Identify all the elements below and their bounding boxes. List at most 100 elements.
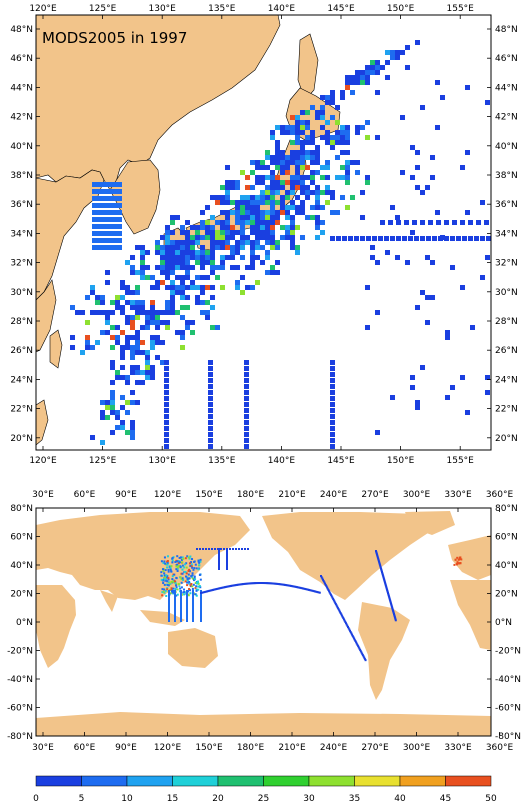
global-track-cell — [379, 564, 382, 567]
regional-track-cell — [200, 300, 205, 305]
regional-track-cell — [107, 210, 112, 215]
global-track-cell — [214, 588, 217, 591]
regional-track-cell — [244, 444, 249, 449]
global-track-cell — [308, 588, 310, 591]
global-track-cell — [347, 627, 350, 630]
regional-track-cell — [125, 285, 130, 290]
global-track-cell — [190, 561, 193, 564]
china-coast-land — [35, 169, 105, 301]
regional-track-cell — [205, 315, 210, 320]
regional-track-cell — [180, 240, 185, 245]
global-track-cell — [162, 570, 165, 573]
global-track-cell — [161, 579, 164, 582]
global-track-cell — [275, 582, 278, 585]
regional-track-cell — [170, 250, 175, 255]
regional-track-cell — [325, 190, 330, 195]
global-track-cell — [197, 585, 200, 588]
regional-track-cell — [97, 245, 102, 250]
regional-track-cell — [330, 414, 335, 419]
regional-track-cell — [95, 295, 100, 300]
global-track-cell — [460, 558, 463, 561]
regional-bottom-lon-label: 135°E — [208, 456, 236, 466]
global-track-cell — [329, 592, 332, 595]
global-track-cell — [380, 567, 383, 570]
regional-track-cell — [290, 180, 295, 185]
regional-track-cell — [360, 70, 365, 75]
colorbar-boxes — [35, 775, 492, 787]
regional-track-cell — [195, 240, 200, 245]
global-track-cell — [194, 593, 197, 596]
global-track-cell — [167, 578, 170, 581]
global-track-cell — [387, 594, 390, 597]
regional-track-cell — [290, 200, 295, 205]
global-track-cell — [191, 587, 194, 590]
regional-track-cell — [208, 426, 213, 431]
regional-track-cell — [220, 235, 225, 240]
regional-track-cell — [100, 415, 105, 420]
global-track-cell — [171, 591, 174, 594]
global-track-cell — [244, 548, 246, 550]
regional-track-cell — [210, 195, 215, 200]
regional-track-cell — [420, 290, 425, 295]
regional-track-cell — [290, 225, 295, 230]
global-track-cell — [166, 587, 169, 590]
regional-track-cell — [170, 285, 175, 290]
regional-track-cell — [102, 238, 107, 243]
regional-track-cell — [410, 230, 415, 235]
regional-track-cell — [244, 384, 249, 389]
regional-track-cell — [290, 140, 295, 145]
global-track-cell — [232, 548, 234, 550]
regional-track-cell — [112, 245, 117, 250]
colorbar-label: 50 — [485, 794, 497, 804]
regional-track-cell — [420, 105, 425, 110]
regional-track-cell — [255, 200, 260, 205]
global-track-cell — [186, 581, 189, 584]
regional-track-cell — [420, 190, 425, 195]
global-track-cell — [218, 564, 220, 566]
global-track-cell — [234, 584, 237, 587]
global-track-cell — [336, 605, 339, 608]
global-track-cell — [220, 586, 223, 589]
colorbar-box — [354, 775, 401, 787]
regional-track-cell — [112, 182, 117, 187]
regional-track-cell — [305, 125, 310, 130]
regional-track-cell — [365, 180, 370, 185]
global-track-cell — [252, 582, 255, 585]
global-track-cell — [161, 591, 164, 594]
regional-track-cell — [300, 140, 305, 145]
regional-track-cell — [400, 115, 405, 120]
regional-track-cell — [350, 80, 355, 85]
regional-track-cell — [270, 185, 275, 190]
regional-track-cell — [310, 155, 315, 160]
regional-track-cell — [265, 155, 270, 160]
regional-right-lat-labels: 48°N46°N44°N42°N40°N38°N36°N34°N32°N30°N… — [487, 25, 518, 444]
regional-track-cell — [290, 185, 295, 190]
regional-track-cell — [230, 255, 235, 260]
regional-track-cell — [110, 360, 115, 365]
colorbar-box — [81, 775, 128, 787]
global-track-cell — [233, 584, 236, 587]
regional-track-cell — [486, 236, 491, 241]
regional-track-cell — [130, 315, 135, 320]
global-track-cell — [207, 590, 210, 593]
regional-track-cell — [125, 430, 130, 435]
global-track-cell — [331, 596, 334, 599]
global-track-cell — [218, 556, 220, 558]
regional-track-cell — [175, 260, 180, 265]
global-track-cell — [169, 592, 172, 595]
global-bottom-lon-label: 360°E — [486, 743, 514, 753]
regional-track-cell — [200, 220, 205, 225]
regional-track-cell — [112, 238, 117, 243]
global-track-cell — [375, 551, 378, 554]
regional-track-cell — [290, 115, 295, 120]
regional-track-cell — [285, 130, 290, 135]
regional-track-cell — [195, 235, 200, 240]
global-track-cell — [223, 548, 225, 550]
regional-track-cell — [102, 182, 107, 187]
global-track-cell — [186, 618, 188, 620]
global-track-cell — [164, 562, 167, 565]
global-track-cell — [166, 560, 169, 563]
regional-track-cell — [315, 190, 320, 195]
regional-track-cell — [260, 235, 265, 240]
regional-track-cell — [235, 180, 240, 185]
